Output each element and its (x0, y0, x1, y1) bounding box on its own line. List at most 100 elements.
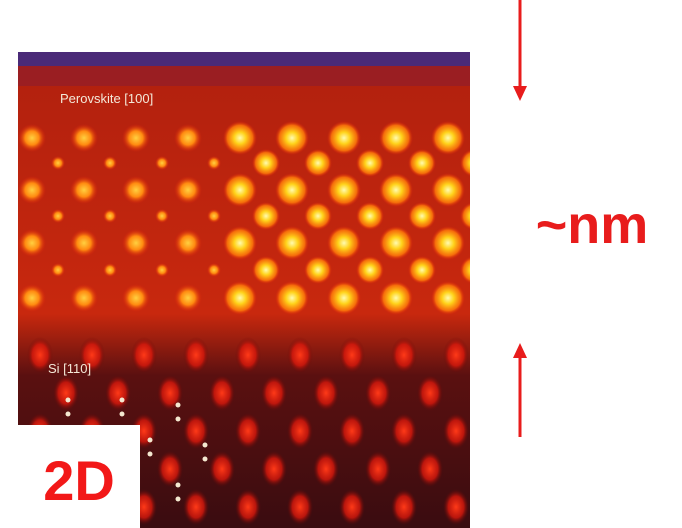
atom (275, 281, 309, 315)
atom (379, 173, 413, 207)
small-atom (103, 209, 117, 223)
si-blob (131, 337, 157, 373)
atom (275, 226, 309, 260)
si-blob (235, 337, 261, 373)
si-blob (417, 451, 443, 487)
si-blob (53, 375, 79, 411)
atom (174, 229, 202, 257)
si-blob (261, 451, 287, 487)
si-dot (176, 417, 181, 422)
atom (223, 173, 257, 207)
si-blob (339, 413, 365, 449)
atom (327, 173, 361, 207)
small-atom (304, 149, 332, 177)
small-atom (207, 209, 221, 223)
si-blob (287, 413, 313, 449)
si-dot (203, 457, 208, 462)
top-shade (18, 66, 470, 86)
si-dot (203, 443, 208, 448)
small-atom (252, 256, 280, 284)
small-atom (356, 149, 384, 177)
atom (223, 281, 257, 315)
small-atom (51, 263, 65, 277)
si-blob (391, 413, 417, 449)
atom (431, 226, 465, 260)
si-blob (443, 337, 469, 373)
atom (275, 121, 309, 155)
small-atom (408, 256, 436, 284)
si-blob (313, 451, 339, 487)
atom (122, 124, 150, 152)
si-dot (176, 403, 181, 408)
si-blob (365, 451, 391, 487)
si-dot (176, 497, 181, 502)
si-dot (66, 398, 71, 403)
atom (431, 121, 465, 155)
si-dot (120, 412, 125, 417)
si-blob (339, 489, 365, 525)
si-blob (443, 413, 469, 449)
si-dot (176, 483, 181, 488)
si-blob (235, 413, 261, 449)
si-blob (287, 489, 313, 525)
si-blob (339, 337, 365, 373)
dimension-label: 2D (43, 449, 115, 512)
arrow-down-head (513, 86, 527, 101)
si-blob (287, 337, 313, 373)
atom (379, 281, 413, 315)
small-atom (460, 202, 488, 230)
top-band (18, 52, 470, 66)
si-blob (183, 489, 209, 525)
small-atom (252, 202, 280, 230)
atom (379, 121, 413, 155)
si-blob (469, 375, 495, 411)
atom (379, 226, 413, 260)
atom (223, 226, 257, 260)
si-blob (105, 375, 131, 411)
si-blob (469, 451, 495, 487)
si-dot (148, 452, 153, 457)
scene: Perovskite [100] Si [110] 2D ~nm (0, 0, 682, 528)
perovskite-label: Perovskite [100] (60, 91, 153, 106)
atom (122, 176, 150, 204)
small-atom (155, 263, 169, 277)
small-atom (252, 149, 280, 177)
page: Perovskite [100] Si [110] 2D ~nm (() => … (0, 0, 682, 528)
si-blob (313, 375, 339, 411)
atom (174, 176, 202, 204)
si-blob (443, 489, 469, 525)
small-atom (207, 263, 221, 277)
si-blob (391, 337, 417, 373)
si-dot (148, 438, 153, 443)
atom (327, 121, 361, 155)
si-blob (209, 375, 235, 411)
silicon-label: Si [110] (48, 361, 91, 376)
arrow-up-head (513, 343, 527, 358)
atom (122, 229, 150, 257)
si-blob (261, 375, 287, 411)
small-atom (408, 202, 436, 230)
si-blob (209, 451, 235, 487)
si-blob (183, 337, 209, 373)
small-atom (460, 149, 488, 177)
arrows (513, 0, 527, 437)
atom (18, 176, 46, 204)
si-dot (66, 412, 71, 417)
si-dot (120, 398, 125, 403)
atom (223, 121, 257, 155)
atom (431, 281, 465, 315)
small-atom (356, 202, 384, 230)
atom (327, 226, 361, 260)
small-atom (103, 263, 117, 277)
small-atom (356, 256, 384, 284)
atom (275, 173, 309, 207)
si-blob (235, 489, 261, 525)
atom (174, 124, 202, 152)
atom (327, 281, 361, 315)
small-atom (207, 156, 221, 170)
small-atom (103, 156, 117, 170)
atom (70, 284, 98, 312)
atom (70, 124, 98, 152)
atom (18, 124, 46, 152)
si-blob (391, 489, 417, 525)
